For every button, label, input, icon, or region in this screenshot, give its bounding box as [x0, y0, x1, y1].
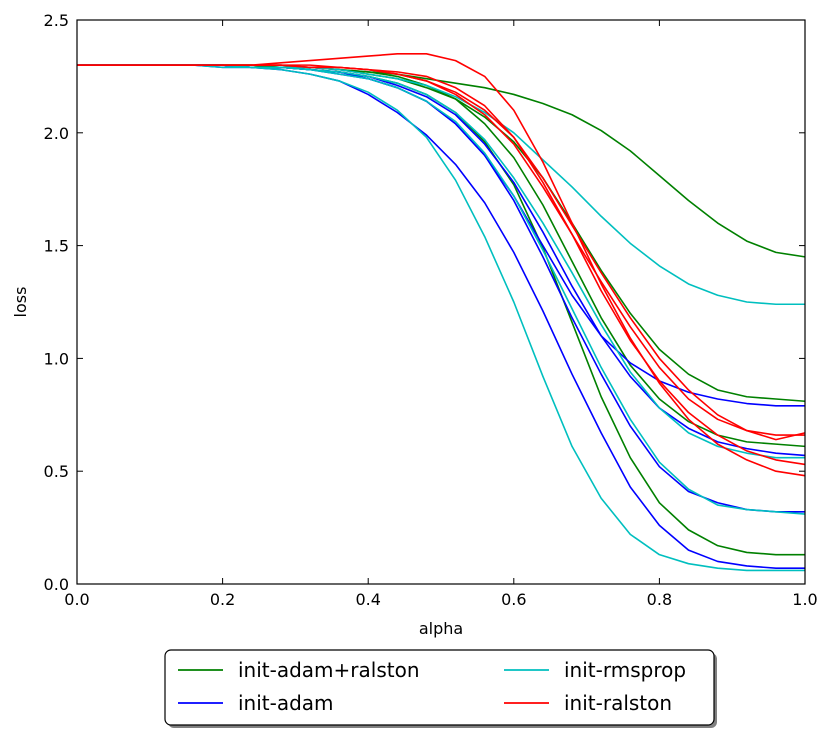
y-tick-label: 2.5 — [44, 11, 69, 30]
legend-label-4: init-ralston — [564, 691, 672, 715]
x-tick-label: 0.8 — [647, 590, 672, 609]
legend-label-1: init-adam+ralston — [238, 658, 420, 682]
series-line-init-ralston-16 — [77, 64, 805, 436]
legend: init-adam+ralston init-adam init-rmsprop in… — [164, 649, 717, 728]
y-tick-label: 0.0 — [44, 575, 69, 594]
x-tick-label: 0.2 — [210, 590, 235, 609]
legend-label-3: init-rmsprop — [564, 658, 686, 682]
x-tick-label: 0.0 — [64, 590, 89, 609]
x-tick-label: 1.0 — [792, 590, 817, 609]
y-tick-label: 0.5 — [44, 462, 69, 481]
y-axis-label: loss — [11, 287, 30, 318]
axis-ticks: 0.0 0.2 0.4 0.6 0.8 1.0 0.0 0.5 1.0 1.5 2.0 2.5 — [44, 11, 818, 609]
series-lines — [77, 53, 806, 572]
x-axis-label: alpha — [419, 619, 463, 638]
x-tick-label: 0.4 — [355, 590, 380, 609]
plot-area-frame — [76, 19, 806, 585]
legend-label-2: init-adam — [238, 691, 334, 715]
legend-box — [164, 649, 715, 726]
y-tick-label: 1.5 — [44, 237, 69, 256]
x-tick-label: 0.6 — [501, 590, 526, 609]
y-tick-label: 1.0 — [44, 349, 69, 368]
y-tick-label: 2.0 — [44, 124, 69, 143]
